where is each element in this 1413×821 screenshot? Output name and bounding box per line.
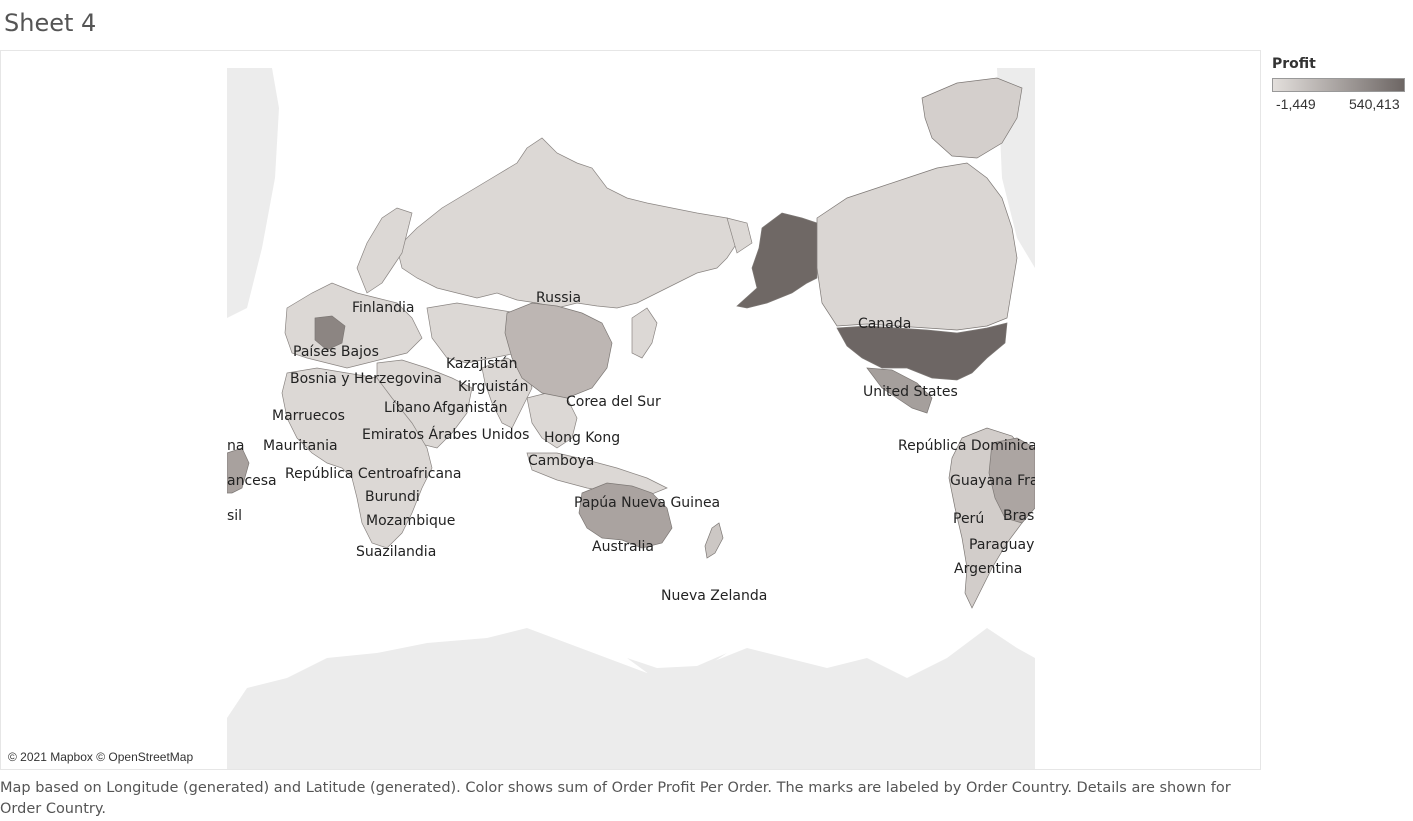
color-legend[interactable]: Profit -1,449 540,413 bbox=[1272, 56, 1412, 112]
map-view[interactable]: Russia Finlandia Países Bajos Kazajistán… bbox=[0, 50, 1261, 770]
map-caption: Map based on Longitude (generated) and L… bbox=[0, 780, 1231, 817]
country-brazil bbox=[988, 437, 1035, 524]
sheet-title: Sheet 4 bbox=[4, 9, 97, 37]
basemap-land bbox=[227, 68, 1035, 769]
country-australia bbox=[578, 482, 673, 549]
legend-gradient-bar bbox=[1272, 78, 1405, 92]
country-japan bbox=[631, 307, 658, 359]
country-africa bbox=[281, 367, 433, 549]
label-paraguay: Paraguay bbox=[969, 537, 1035, 553]
label-canada: Canada bbox=[858, 316, 912, 332]
country-china bbox=[504, 302, 613, 399]
country-russia bbox=[396, 137, 748, 309]
label-brasil: Brasil bbox=[1003, 508, 1035, 524]
label-kirguistan: Kirguistán bbox=[458, 379, 529, 395]
label-cut-sil: sil bbox=[227, 508, 243, 524]
label-paises-bajos: Países Bajos bbox=[293, 344, 379, 360]
label-hong-kong: Hong Kong bbox=[544, 430, 621, 446]
label-kazajistan: Kazajistán bbox=[446, 356, 518, 372]
label-united-states: United States bbox=[863, 384, 958, 400]
country-france bbox=[314, 315, 346, 351]
label-republica-dominicana: República Dominicana bbox=[898, 438, 1035, 454]
world-map-svg[interactable] bbox=[227, 68, 1035, 770]
label-argentina: Argentina bbox=[954, 561, 1023, 577]
legend-title: Profit bbox=[1272, 56, 1316, 72]
label-cut-na: na bbox=[227, 438, 245, 454]
label-finlandia: Finlandia bbox=[352, 300, 415, 316]
country-europe bbox=[284, 282, 423, 369]
country-alaska bbox=[736, 212, 818, 309]
label-bosnia: Bosnia y Herzegovina bbox=[290, 371, 442, 387]
label-republica-centroafricana: República Centroafricana bbox=[285, 466, 462, 482]
country-canada bbox=[816, 162, 1018, 331]
country-scandinavia bbox=[356, 207, 413, 294]
country-indonesia bbox=[526, 452, 668, 497]
country-usa bbox=[836, 322, 1008, 381]
label-nueva-zelanda: Nueva Zelanda bbox=[661, 588, 768, 604]
highlighted-countries bbox=[227, 77, 1035, 609]
label-camboya: Camboya bbox=[528, 453, 595, 469]
label-cut-ancesa: ancesa bbox=[227, 473, 277, 489]
country-brazil-left bbox=[227, 447, 250, 494]
label-mauritania: Mauritania bbox=[263, 438, 338, 454]
legend-max-label: 540,413 bbox=[1349, 96, 1400, 112]
country-greenland bbox=[921, 77, 1023, 159]
label-peru: Perú bbox=[953, 511, 985, 527]
label-papua: Papúa Nueva Guinea bbox=[574, 495, 721, 511]
label-burundi: Burundi bbox=[365, 489, 420, 505]
label-suazilandia: Suazilandia bbox=[356, 544, 437, 560]
label-russia: Russia bbox=[536, 290, 582, 306]
country-mexico bbox=[866, 367, 933, 414]
map-canvas[interactable]: Russia Finlandia Países Bajos Kazajistán… bbox=[227, 68, 1035, 770]
label-mozambique: Mozambique bbox=[366, 513, 456, 529]
label-afganistan: Afganistán bbox=[433, 400, 508, 416]
label-guayana: Guayana Francesa bbox=[950, 473, 1035, 489]
map-attribution[interactable]: © 2021 Mapbox © OpenStreetMap bbox=[5, 749, 197, 765]
label-libano: Líbano bbox=[384, 400, 431, 416]
label-marruecos: Marruecos bbox=[272, 408, 345, 424]
label-emiratos: Emiratos Árabes Unidos bbox=[362, 427, 530, 443]
label-corea-del-sur: Corea del Sur bbox=[566, 394, 661, 410]
label-australia: Australia bbox=[592, 539, 654, 555]
country-new-zealand bbox=[704, 522, 724, 559]
legend-min-label: -1,449 bbox=[1276, 96, 1316, 112]
